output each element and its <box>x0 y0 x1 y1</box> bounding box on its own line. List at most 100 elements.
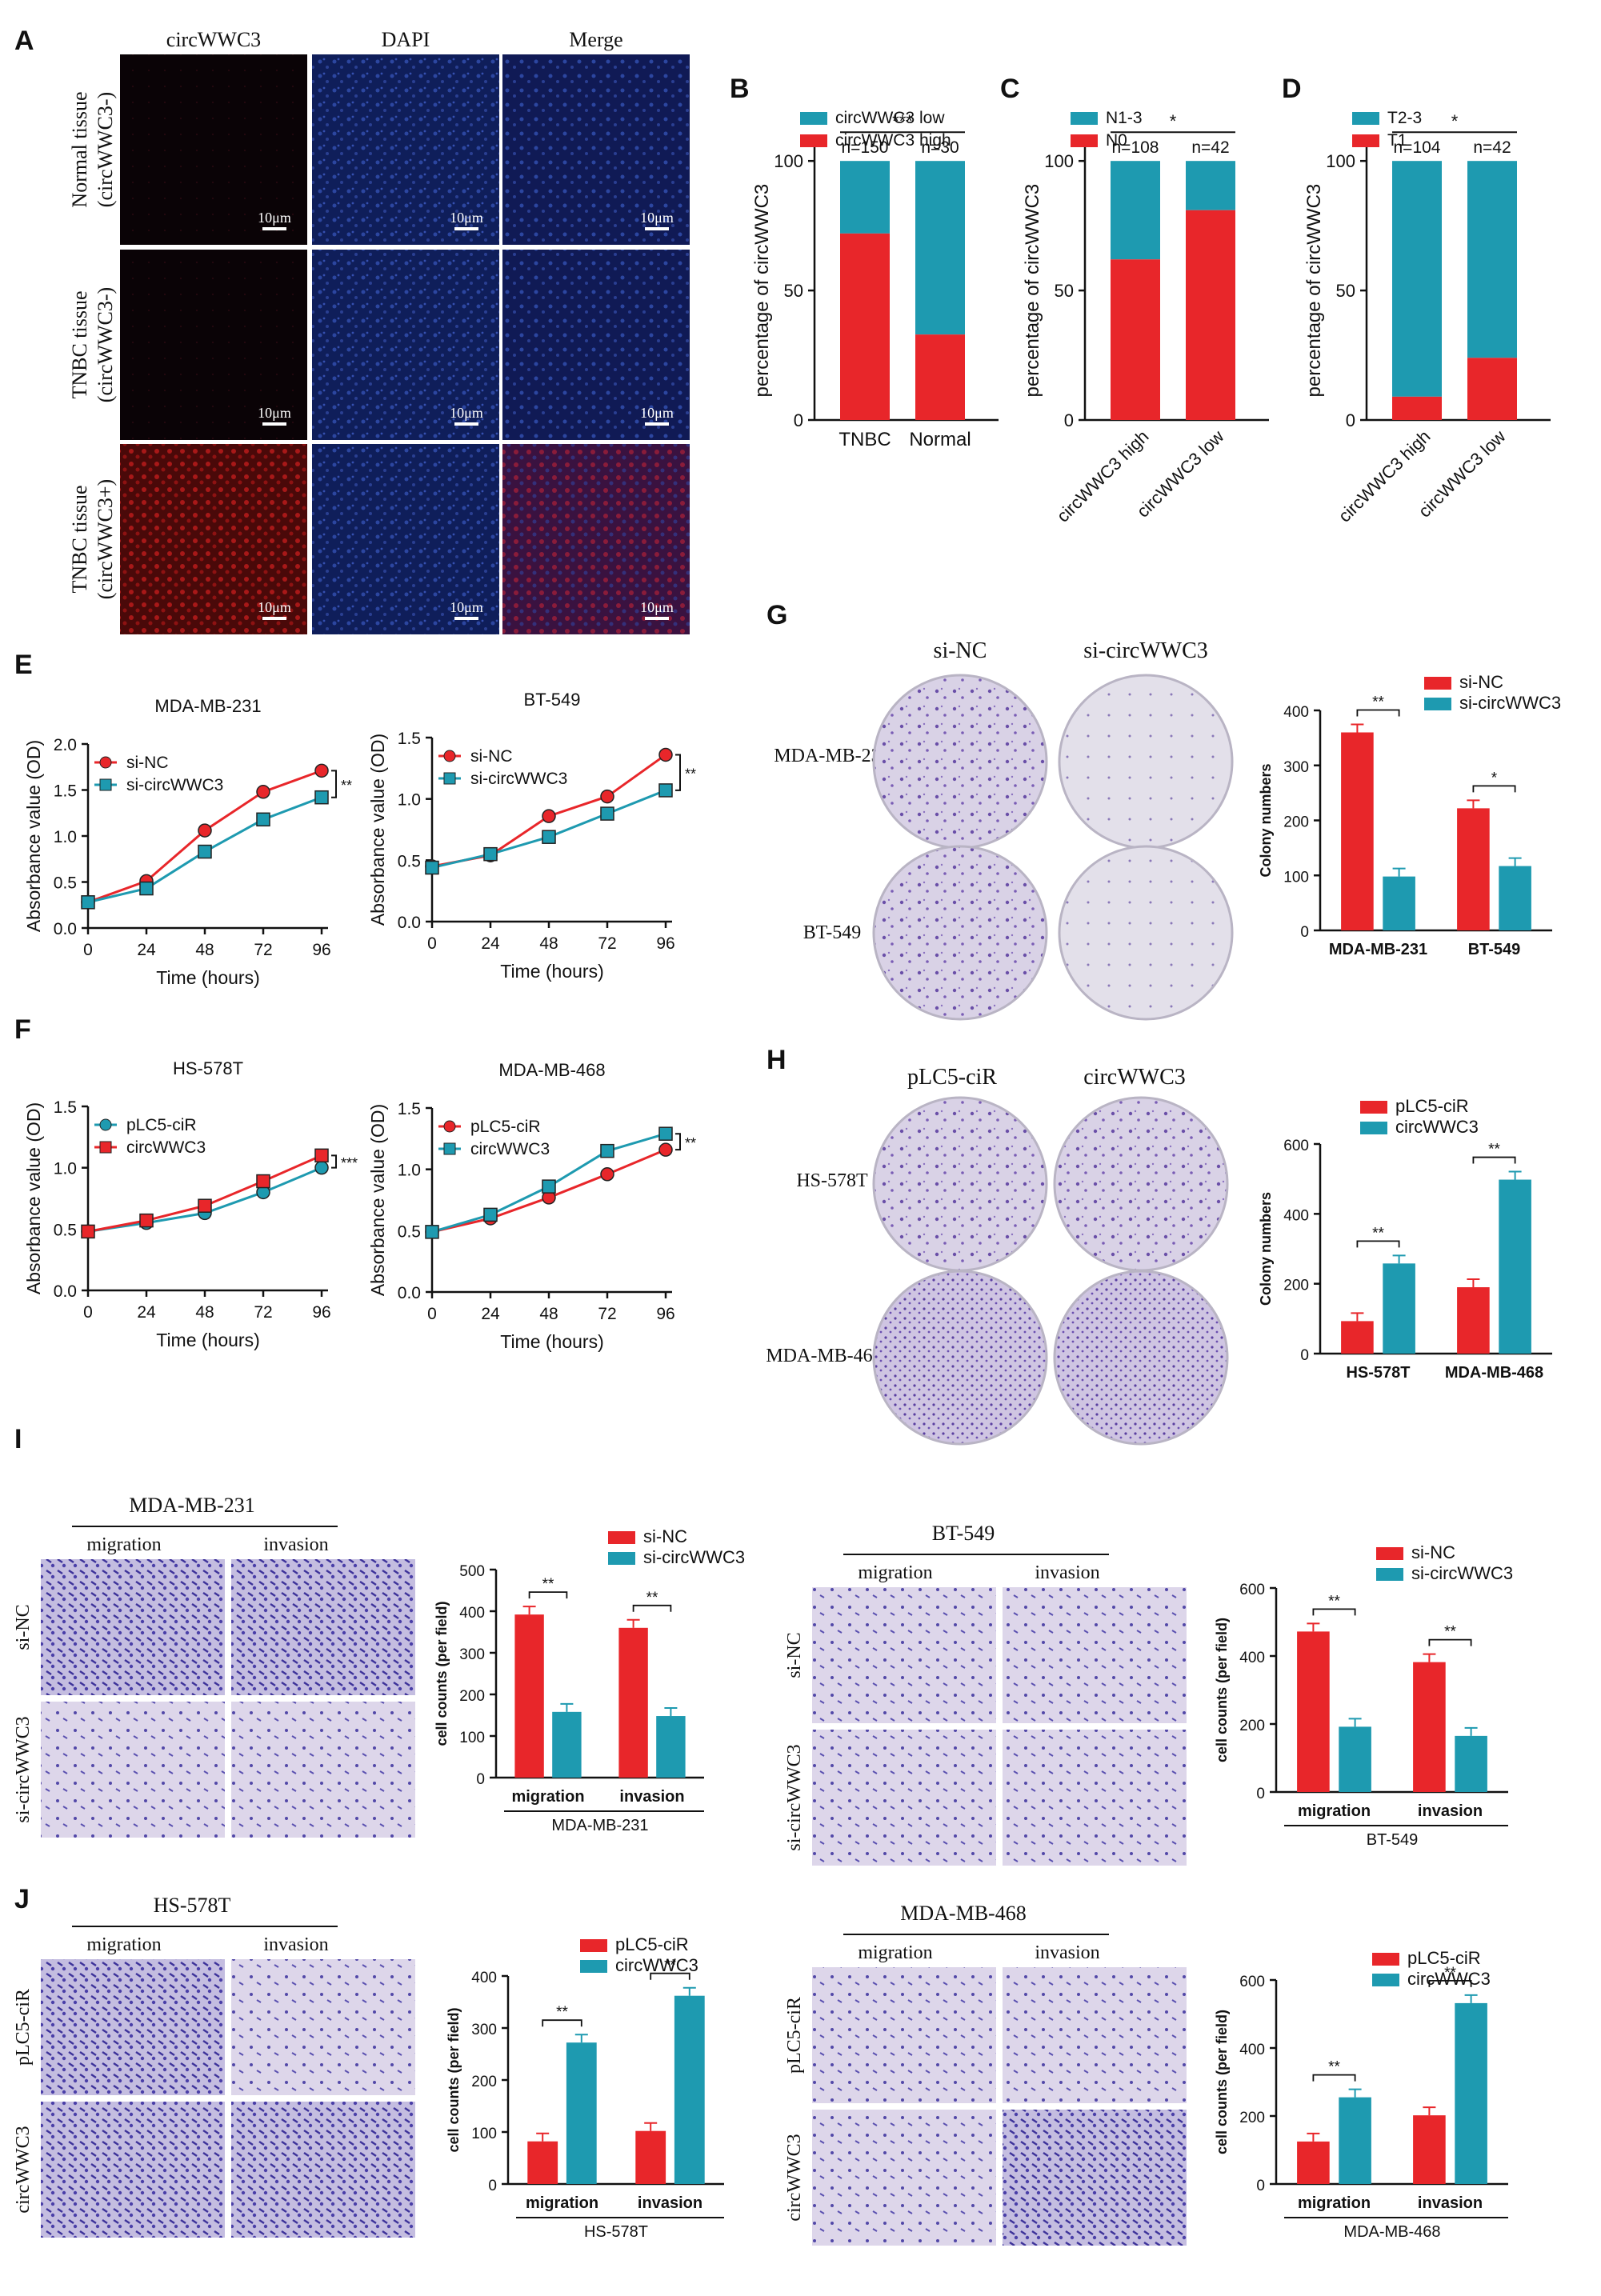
scale-label: 10μm <box>258 405 291 421</box>
sig-bracket <box>1472 1156 1516 1164</box>
data-point <box>256 1174 270 1189</box>
colony-dish <box>1058 674 1234 850</box>
sig-label: ** <box>1328 1593 1340 1610</box>
transwell-image <box>230 1700 417 1839</box>
y-axis-title: Colony numbers <box>1258 763 1274 877</box>
bar <box>1341 1321 1374 1354</box>
y-axis-title: cell counts (per field) <box>1214 2010 1230 2154</box>
y-tick-label: 100 <box>459 1730 485 1746</box>
group-label: HS-578T <box>584 2223 648 2241</box>
sig-bracket <box>675 1133 681 1151</box>
sig-label: ** <box>556 2004 568 2021</box>
row-label: si-circWWC3 <box>784 1744 805 1850</box>
y-axis-title: Absorbance value (OD) <box>367 1104 388 1296</box>
y-tick-label: 400 <box>459 1605 485 1622</box>
sig-label: ** <box>1444 1624 1456 1641</box>
bar-segment <box>1186 210 1235 420</box>
col-header: circWWC3 <box>166 28 261 51</box>
y-tick-label: 200 <box>1239 1718 1265 1734</box>
col-header: si-circWWC3 <box>1083 638 1208 663</box>
data-point <box>600 1143 614 1158</box>
legend-label: si-circWWC3 <box>1459 693 1561 713</box>
legend-label: circWWC3 low <box>835 109 945 127</box>
cell-line-title: HS-578T <box>154 1894 231 1917</box>
stacked-chart: percentage of circWWC3 0 50 100 circWWC3 low… <box>751 109 999 450</box>
legend-swatch <box>1352 134 1379 147</box>
data-point <box>658 747 673 762</box>
bar-chart: Colony numbers 0 200 400 600 ** HS-578T ** MDA-M… <box>1258 1096 1552 1382</box>
data-point <box>600 1167 614 1182</box>
y-axis-title: percentage of circWWC3 <box>751 184 773 398</box>
sig-label: ** <box>685 1135 696 1151</box>
scale-label: 10μm <box>258 210 291 226</box>
data-point <box>256 785 270 799</box>
legend-label: si-circWWC3 <box>1411 1563 1513 1583</box>
bar <box>514 1614 544 1778</box>
bar-chart: cell counts (per field) 0 100 200 300 400 500 *… <box>434 1526 745 1834</box>
legend-swatch <box>1424 677 1451 690</box>
legend-swatch <box>800 112 827 125</box>
data-point <box>198 823 212 838</box>
x-tick-label: 96 <box>656 934 674 953</box>
bar <box>674 1995 705 2184</box>
x-axis-title: Time (hours) <box>156 967 260 988</box>
legend-swatch <box>1071 112 1098 125</box>
colony-dish <box>872 674 1048 850</box>
legend-label: si-circWWC3 <box>126 776 223 794</box>
legend-marker <box>443 1142 456 1155</box>
data-point <box>658 1142 673 1157</box>
legend-marker <box>443 1120 456 1133</box>
cell-line-title: BT-549 <box>932 1522 995 1545</box>
y-tick-label: 300 <box>1283 759 1309 776</box>
bar <box>1383 876 1415 930</box>
sig-label: * <box>1451 111 1459 131</box>
sig-bracket <box>675 754 681 791</box>
legend-label: si-NC <box>643 1526 687 1546</box>
x-tick-label: 0 <box>83 1303 93 1322</box>
y-tick-label: 400 <box>1283 1207 1309 1224</box>
y-tick-label: 1.0 <box>398 791 421 810</box>
legend-swatch <box>580 1960 607 1973</box>
y-axis-title: cell counts (per field) <box>1214 1618 1230 1762</box>
y-tick-label: 200 <box>1283 814 1309 831</box>
transwell-image <box>811 1966 998 2105</box>
transwell-image <box>1001 1728 1188 1867</box>
bar <box>1499 1179 1531 1354</box>
legend-swatch <box>608 1531 635 1544</box>
y-tick-label: 2.0 <box>54 736 77 754</box>
y-tick-label: 0 <box>794 410 803 430</box>
bar-segment <box>840 233 890 420</box>
legend-swatch <box>1352 112 1379 125</box>
y-tick-label: 0 <box>476 1771 485 1788</box>
bar-segment <box>1186 161 1235 210</box>
legend-label: si-NC <box>1411 1542 1455 1562</box>
col-header: invasion <box>1035 1562 1099 1583</box>
legend-swatch <box>1424 698 1451 710</box>
row-label: Normal tissue <box>68 91 91 207</box>
sig-label: * <box>1491 770 1498 786</box>
y-tick-label: 1.0 <box>54 828 77 846</box>
bar-segment <box>1111 161 1160 260</box>
legend-label: circWWC3 high <box>835 131 951 150</box>
y-tick-label: 200 <box>459 1688 485 1705</box>
legend-swatch <box>1360 1122 1387 1134</box>
legend-marker <box>99 756 112 769</box>
y-tick-label: 400 <box>471 1970 497 1986</box>
panel-letter: B <box>730 74 750 104</box>
sig-bracket <box>1356 709 1400 717</box>
bar <box>618 1627 648 1778</box>
y-tick-label: 50 <box>1055 281 1074 301</box>
legend-label: circWWC3 <box>126 1138 206 1157</box>
cell-line-title: MDA-MB-231 <box>129 1494 254 1517</box>
transwell-image <box>1001 1586 1188 1725</box>
sig-label: ** <box>1328 2059 1340 2076</box>
panel-letter: C <box>1000 74 1020 104</box>
bar-segment <box>915 161 965 335</box>
x-tick-label: 48 <box>195 941 214 959</box>
chart-title: HS-578T <box>173 1058 243 1078</box>
x-tick-label: HS-578T <box>1346 1364 1410 1382</box>
x-tick-label: TNBC <box>839 429 891 450</box>
colony-dish <box>872 1270 1048 1446</box>
y-tick-label: 0.0 <box>54 1282 77 1301</box>
bar-segment <box>1467 358 1517 420</box>
